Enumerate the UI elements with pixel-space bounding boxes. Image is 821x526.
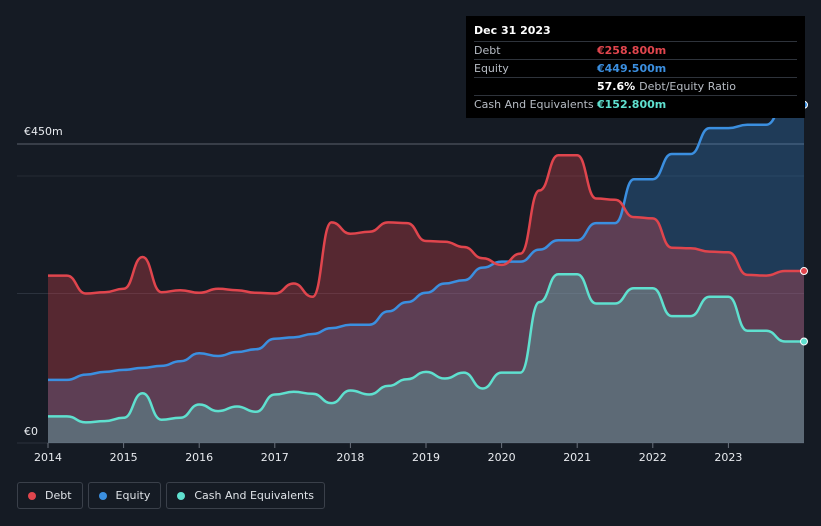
equity-dot-icon	[98, 491, 107, 500]
y-tick-label: €0	[24, 425, 38, 438]
y-tick-label: €450m	[24, 125, 63, 138]
tooltip-debt-label: Debt	[474, 44, 501, 57]
legend-debt-label: Debt	[45, 489, 72, 502]
legend-equity-label: Equity	[115, 489, 151, 502]
x-tick-label: 2023	[714, 451, 742, 464]
legend-item-debt[interactable]: Debt	[17, 482, 83, 509]
tooltip-row-ratio: 57.6% Debt/Equity Ratio	[474, 77, 797, 95]
legend-item-cash[interactable]: Cash And Equivalents	[166, 482, 325, 509]
cash-line	[48, 272, 804, 424]
legend-cash-label: Cash And Equivalents	[194, 489, 314, 502]
tooltip-cash-label: Cash And Equivalents	[474, 98, 594, 111]
tooltip-equity-label: Equity	[474, 62, 509, 75]
tooltip-row-equity: Equity €449.500m	[474, 59, 797, 77]
tooltip-equity-value: €449.500m	[597, 62, 667, 75]
x-tick-label: 2014	[34, 451, 62, 464]
debt-area	[48, 155, 804, 444]
x-tick-label: 2022	[639, 451, 667, 464]
tooltip-date: Dec 31 2023	[474, 24, 551, 37]
series-lines	[47, 103, 805, 424]
cash-dot-icon	[177, 491, 186, 500]
x-tick-label: 2015	[110, 451, 138, 464]
tooltip-ratio-label: Debt/Equity Ratio	[639, 80, 736, 93]
cash-area	[48, 274, 804, 443]
equity-area	[48, 104, 804, 444]
y-axis-labels: €0 €450m	[24, 125, 63, 438]
equity-line	[47, 103, 805, 382]
tooltip-row-cash: Cash And Equivalents €152.800m	[474, 95, 797, 113]
x-tick-label: 2016	[185, 451, 213, 464]
tooltip-debt-value: €258.800m	[597, 44, 667, 57]
debt-line	[48, 154, 804, 299]
legend-item-equity[interactable]: Equity	[87, 482, 162, 509]
x-tick-label: 2021	[563, 451, 591, 464]
x-tick-label: 2020	[488, 451, 516, 464]
cash-end-marker	[800, 337, 808, 346]
tooltip-ratio-blank	[474, 78, 597, 95]
debt-end-marker	[800, 267, 808, 276]
tooltip-row-debt: Debt €258.800m	[474, 41, 797, 59]
tooltip-cash-value: €152.800m	[597, 98, 667, 111]
x-tick-label: 2017	[261, 451, 289, 464]
debt-dot-icon	[28, 491, 36, 500]
x-tick-label: 2019	[412, 451, 440, 464]
grid-lines	[17, 143, 804, 444]
tooltip-panel: Dec 31 2023 Debt €258.800m Equity €449.5…	[466, 16, 805, 118]
x-axis-ticks: 2014 2015 2016 2017 2018 2019 2020 2021 2022 2023	[34, 443, 742, 464]
series-areas	[48, 104, 804, 444]
chart-legend: Debt Equity Cash And Equivalents	[17, 482, 325, 509]
tooltip-ratio-value: 57.6%	[597, 80, 636, 93]
x-tick-label: 2018	[336, 451, 364, 464]
